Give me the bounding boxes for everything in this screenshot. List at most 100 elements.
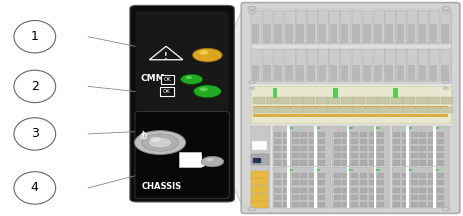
Bar (436, 180, 443, 186)
Bar (401, 146, 408, 151)
Bar (410, 202, 417, 207)
Bar (262, 10, 273, 44)
Bar (365, 107, 377, 113)
Bar (274, 160, 281, 165)
Bar (342, 146, 349, 151)
Bar (350, 187, 357, 193)
Bar (401, 195, 408, 200)
Bar (401, 180, 408, 186)
Bar (350, 153, 357, 158)
Bar (300, 160, 307, 165)
Bar (274, 139, 281, 144)
Circle shape (134, 131, 185, 154)
Bar (350, 173, 357, 178)
Bar (274, 195, 281, 200)
Bar (251, 65, 259, 81)
Bar (436, 187, 443, 193)
Circle shape (199, 87, 207, 91)
Bar (359, 153, 366, 158)
Circle shape (248, 11, 255, 14)
Bar (402, 107, 414, 113)
Bar (436, 160, 443, 165)
Bar (272, 167, 330, 208)
Bar (251, 194, 268, 201)
Bar (250, 8, 450, 208)
Bar (287, 126, 289, 166)
Bar (251, 10, 262, 44)
Text: OK: OK (164, 77, 171, 82)
Bar (375, 168, 379, 171)
Bar (436, 173, 443, 178)
Bar (274, 24, 281, 43)
Ellipse shape (14, 21, 56, 53)
Bar (317, 173, 324, 178)
Bar (376, 132, 383, 137)
Bar (359, 180, 366, 186)
Bar (342, 173, 349, 178)
Bar (353, 107, 364, 113)
Bar (436, 202, 443, 207)
Bar (373, 126, 375, 166)
Bar (274, 132, 281, 137)
Bar (351, 49, 362, 82)
Bar (436, 132, 443, 137)
Bar (350, 160, 357, 165)
Bar (251, 49, 262, 82)
Bar (308, 146, 315, 151)
Bar (410, 180, 417, 186)
Bar (429, 24, 437, 43)
Bar (342, 153, 349, 158)
Bar (308, 153, 315, 158)
Bar (440, 97, 452, 104)
Bar (353, 97, 364, 104)
Bar (376, 195, 383, 200)
Bar (296, 24, 303, 43)
Circle shape (199, 50, 208, 55)
Bar (250, 86, 450, 122)
Bar (359, 146, 366, 151)
Bar (317, 153, 324, 158)
Bar (274, 187, 281, 193)
Bar (333, 160, 340, 165)
Bar (308, 187, 315, 193)
Bar (318, 65, 325, 81)
Bar (272, 88, 277, 98)
Bar (346, 167, 348, 208)
Text: 4: 4 (31, 181, 38, 194)
Bar (278, 107, 290, 113)
Bar (427, 139, 434, 144)
Bar (253, 106, 447, 109)
Bar (376, 153, 383, 158)
Bar (407, 24, 414, 43)
Bar (253, 97, 265, 104)
Bar (350, 132, 357, 137)
Bar (419, 146, 425, 151)
Bar (385, 65, 392, 81)
Circle shape (185, 76, 192, 79)
Bar (436, 195, 443, 200)
Bar (317, 132, 324, 137)
Bar (333, 132, 340, 137)
Bar (265, 107, 277, 113)
Bar (273, 10, 284, 44)
Bar (419, 173, 425, 178)
Bar (282, 139, 289, 144)
Bar (308, 139, 315, 144)
Bar (368, 160, 375, 165)
Bar (350, 180, 357, 186)
Bar (333, 180, 340, 186)
Bar (410, 173, 417, 178)
Bar (328, 97, 340, 104)
Bar (303, 107, 315, 113)
Bar (396, 24, 403, 43)
Bar (376, 146, 383, 151)
Circle shape (442, 11, 448, 14)
Bar (307, 49, 317, 82)
Bar (419, 153, 425, 158)
Bar (289, 168, 293, 171)
Bar (350, 146, 357, 151)
Bar (263, 24, 270, 43)
Bar (359, 139, 366, 144)
Bar (308, 195, 315, 200)
Bar (376, 139, 383, 144)
